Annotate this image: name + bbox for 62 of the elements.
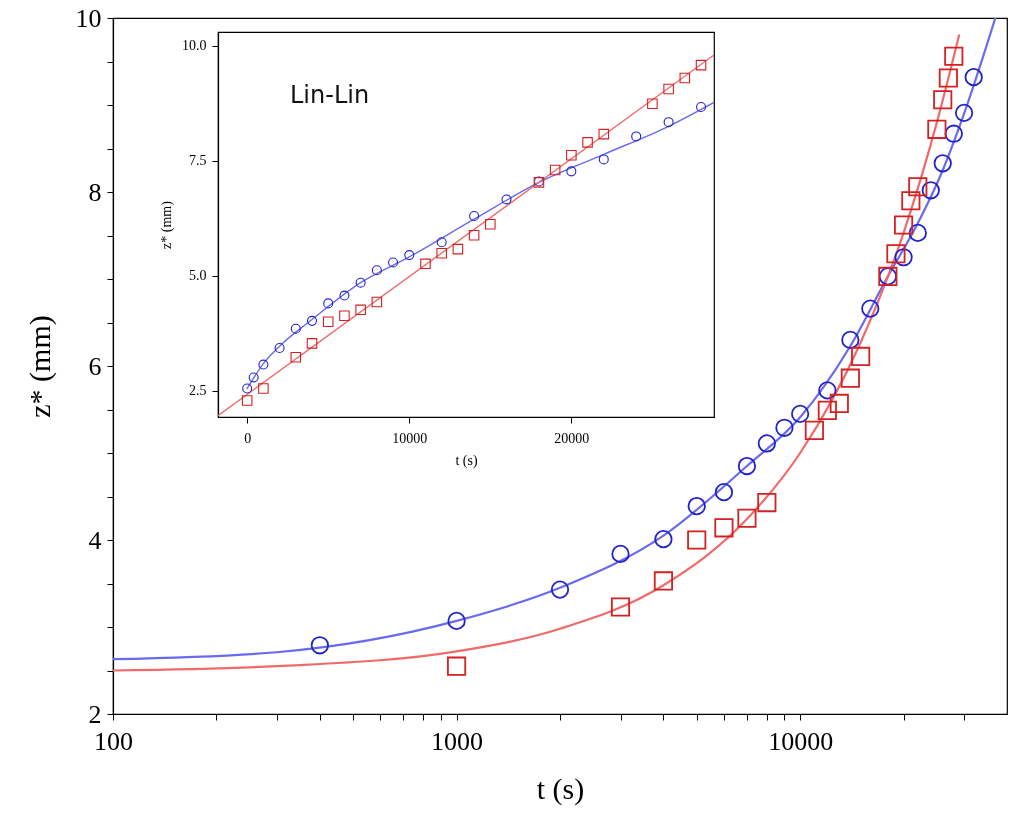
y-tick-label: 2.5 (189, 383, 207, 399)
x-axis-title: t (s) (536, 771, 585, 806)
x-axis-title: t (s) (455, 452, 478, 469)
point (452, 243, 464, 255)
y-axis-title: z* (mm) (159, 200, 175, 249)
point (404, 250, 415, 261)
point (598, 128, 610, 140)
point (322, 316, 334, 328)
point (549, 164, 561, 176)
point (679, 72, 691, 84)
point (663, 117, 674, 128)
point (663, 83, 674, 95)
x-tick-label: 0 (244, 430, 252, 446)
y-tick-label: 6 (88, 351, 102, 381)
point (371, 265, 382, 276)
y-tick-label: 10.0 (182, 38, 207, 54)
point (258, 359, 269, 370)
point (485, 218, 496, 230)
point (647, 98, 658, 110)
x-tick-label: 1000 (431, 726, 484, 756)
point (355, 304, 366, 316)
point (290, 351, 302, 363)
point (306, 315, 318, 326)
y-tick-label: 10 (75, 3, 102, 33)
point (696, 101, 707, 112)
point (323, 298, 334, 309)
line-series (246, 101, 714, 390)
point (274, 342, 285, 354)
annotation: Lin-Lin (290, 81, 370, 109)
point (248, 372, 259, 383)
point (582, 137, 593, 148)
y-tick-label: 7.5 (189, 153, 207, 169)
point (339, 310, 350, 322)
point (501, 194, 512, 205)
point (436, 237, 447, 248)
point (631, 131, 642, 142)
y-tick-label: 5.0 (189, 268, 207, 284)
point (241, 395, 253, 406)
point (598, 154, 609, 165)
point (339, 290, 350, 301)
point (468, 230, 480, 241)
point (371, 296, 383, 308)
point (695, 59, 707, 71)
point (566, 149, 577, 161)
point (388, 257, 399, 268)
point (306, 338, 318, 349)
point (566, 166, 577, 177)
point (290, 323, 301, 334)
point (258, 383, 269, 394)
x-tick-label: 20000 (554, 430, 590, 446)
x-tick-label: 10000 (768, 726, 834, 756)
point (242, 383, 253, 394)
point (355, 277, 366, 288)
point (469, 210, 480, 221)
y-tick-label: 2 (88, 699, 102, 729)
point (436, 247, 447, 259)
point (420, 258, 431, 270)
y-axis-title: z* (mm) (22, 315, 57, 418)
x-tick-label: 100 (94, 726, 133, 756)
y-tick-label: 4 (88, 525, 102, 555)
y-tick-label: 8 (88, 177, 102, 207)
x-tick-label: 10000 (392, 430, 428, 446)
